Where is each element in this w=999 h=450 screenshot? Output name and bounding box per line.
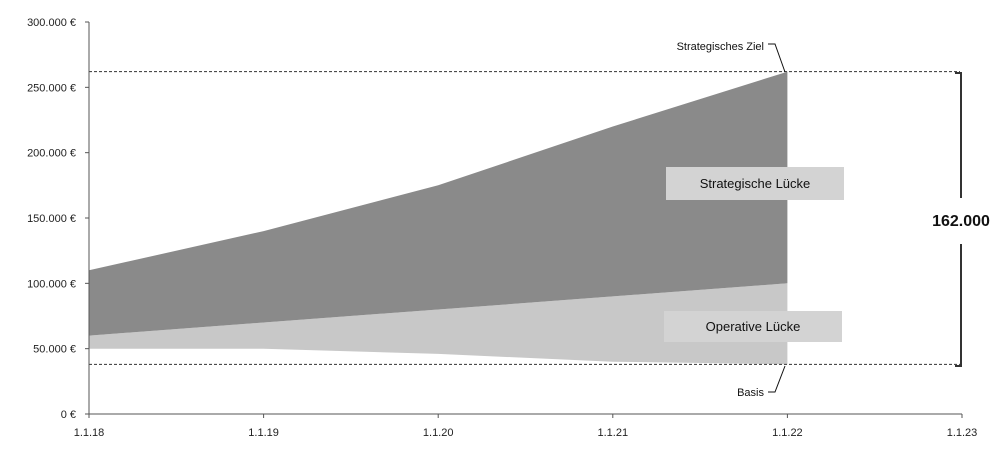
x-tick-label: 1.1.19 — [248, 427, 279, 439]
operative-gap-box — [664, 311, 842, 342]
strategic-gap-box — [666, 167, 844, 200]
strategic-gap-label: Strategische Lücke — [700, 176, 811, 191]
x-tick-label: 1.1.20 — [423, 427, 454, 439]
x-tick-label: 1.1.23 — [947, 427, 978, 439]
operative-gap-area — [89, 283, 788, 365]
gap-value: 162.000 — [932, 213, 990, 230]
reference-lines — [89, 71, 960, 365]
strategic-goal-leader — [768, 43, 786, 73]
x-tick-label: 1.1.22 — [772, 427, 803, 439]
y-tick-label: 50.000 € — [33, 344, 76, 356]
strategic-gap-area — [89, 71, 788, 336]
y-tick-labels: 0 € 50.000 € 100.000 € 150.000 € 200.000 € 25… — [27, 17, 89, 421]
basis-leader — [768, 365, 786, 393]
x-tick-labels: 1.1.18 1.1.19 1.1.20 1.1.21 1.1.22 1.1.23 — [74, 414, 978, 439]
y-tick-label: 250.000 € — [27, 82, 76, 94]
operative-gap-label: Operative Lücke — [706, 319, 801, 334]
y-tick-label: 100.000 € — [27, 278, 76, 290]
x-tick-label: 1.1.18 — [74, 427, 105, 439]
basis-label: Basis — [737, 387, 764, 399]
y-tick-label: 200.000 € — [27, 148, 76, 160]
x-tick-label: 1.1.21 — [598, 427, 629, 439]
chart-areas — [89, 71, 788, 414]
base-area — [89, 348, 788, 414]
y-tick-label: 0 € — [61, 409, 76, 421]
y-tick-label: 300.000 € — [27, 17, 76, 29]
strategic-goal-label: Strategisches Ziel — [677, 41, 764, 53]
y-tick-label: 150.000 € — [27, 213, 76, 225]
